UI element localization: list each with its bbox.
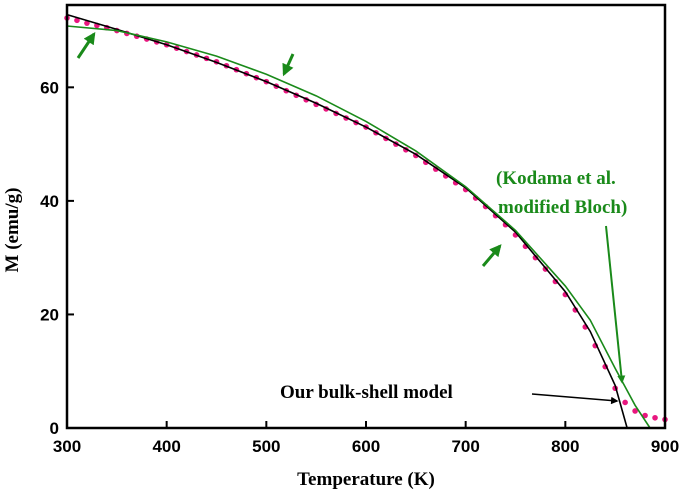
arrow — [605, 225, 626, 384]
y-tick-label: 0 — [50, 419, 59, 438]
x-tick-label: 700 — [451, 437, 479, 456]
data-point — [552, 278, 559, 285]
plot-area — [64, 13, 668, 429]
annotation: (Kodama et al. — [496, 168, 616, 189]
annotation: modified Bloch) — [498, 197, 627, 218]
data-point — [532, 254, 539, 261]
arrow — [76, 32, 96, 59]
data-point — [652, 414, 658, 421]
y-tick-label: 20 — [40, 305, 59, 324]
arrow — [531, 393, 619, 405]
x-tick-label: 800 — [551, 437, 579, 456]
x-tick-label: 600 — [352, 437, 380, 456]
x-tick-label: 400 — [152, 437, 180, 456]
arrow — [282, 53, 295, 77]
data-point — [74, 17, 80, 24]
data-point — [622, 399, 628, 406]
y-axis-title: M (emu/g) — [2, 188, 23, 273]
y-tick-label: 60 — [40, 78, 59, 97]
line — [66, 13, 628, 429]
x-axis-title: Temperature (K) — [297, 469, 435, 490]
data-point — [632, 408, 638, 414]
x-tick-label: 500 — [252, 437, 280, 456]
x-tick-label: 900 — [651, 437, 679, 456]
annotation: Our bulk-shell model — [280, 382, 453, 403]
arrow — [481, 244, 502, 267]
line — [66, 25, 651, 429]
x-tick-label: 300 — [53, 437, 81, 456]
y-tick-label: 40 — [40, 192, 59, 211]
